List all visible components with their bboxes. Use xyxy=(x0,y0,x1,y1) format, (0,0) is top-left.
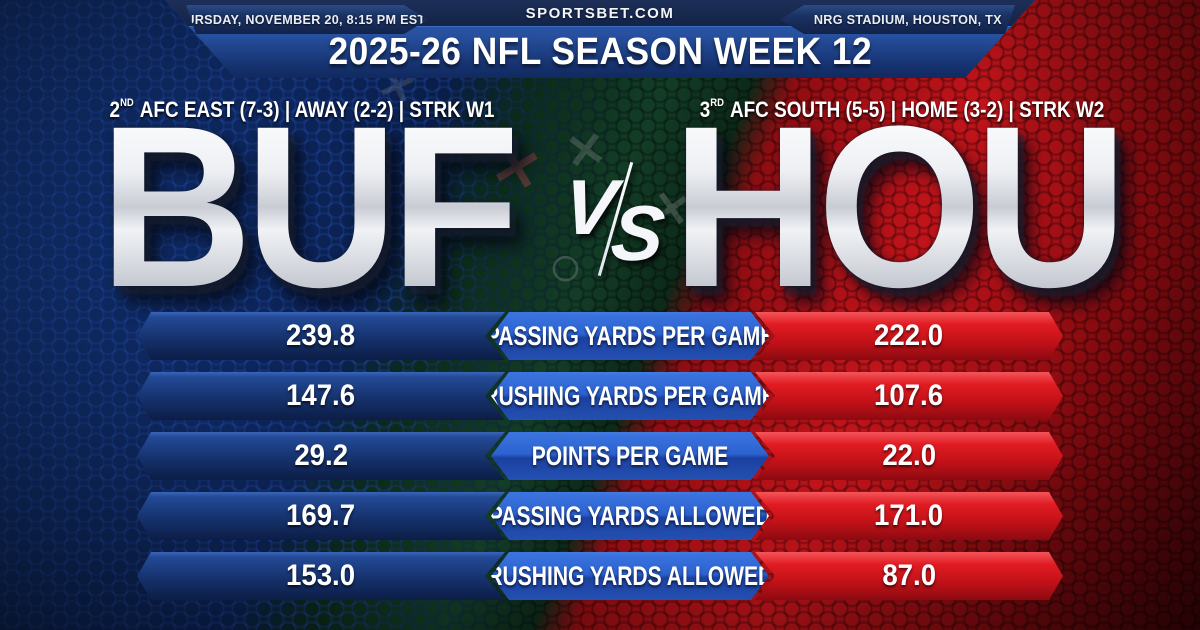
away-rank: 2 xyxy=(109,97,121,122)
home-team-abbr: HOU xyxy=(616,92,1175,322)
vs-letter-s: S xyxy=(607,189,669,277)
away-stat-value: 239.8 xyxy=(137,312,505,360)
stat-row: 29.2 POINTS PER GAME 22.0 xyxy=(137,432,1063,480)
game-venue: NRG STADIUM, HOUSTON, TX xyxy=(813,12,1002,27)
home-rank-suffix: RD xyxy=(710,97,724,109)
stats-table: 239.8 PASSING YARDS PER GAME 222.0 147.6… xyxy=(137,312,1063,612)
away-stat-value: 147.6 xyxy=(137,372,505,420)
title-band: 2025-26 NFL SEASON WEEK 12 xyxy=(165,27,1035,78)
stat-row: 147.6 RUSHING YARDS PER GAME 107.6 xyxy=(137,372,1063,420)
home-stat-value: 87.0 xyxy=(755,552,1063,600)
away-rank-suffix: ND xyxy=(120,97,134,109)
stat-label: PASSING YARDS PER GAME xyxy=(491,312,769,360)
game-datetime: THURSDAY, NOVEMBER 20, 8:15 PM EST xyxy=(168,12,426,27)
stat-row: 153.0 RUSHING YARDS ALLOWED 87.0 xyxy=(137,552,1063,600)
home-team-info: 3RD AFC SOUTH (5-5) | HOME (3-2) | STRK W… xyxy=(687,97,1117,123)
stat-label: RUSHING YARDS PER GAME xyxy=(491,372,769,420)
play-o-icon: ○ xyxy=(548,238,583,296)
home-stat-value: 22.0 xyxy=(755,432,1063,480)
away-stat-value: 29.2 xyxy=(137,432,505,480)
datetime-plate: THURSDAY, NOVEMBER 20, 8:15 PM EST xyxy=(166,5,428,34)
away-stat-value: 169.7 xyxy=(137,492,505,540)
matchup-names: BUF HOU V S xyxy=(24,92,1175,322)
away-team-abbr: BUF xyxy=(24,92,587,322)
venue-plate: NRG STADIUM, HOUSTON, TX xyxy=(780,5,1035,34)
away-details: AFC EAST (7-3) | AWAY (2-2) | STRK W1 xyxy=(139,97,495,122)
stat-label: RUSHING YARDS ALLOWED xyxy=(491,552,769,600)
vs-badge: V S xyxy=(556,161,676,278)
away-team-info: 2ND AFC EAST (7-3) | AWAY (2-2) | STRK W1 xyxy=(87,97,517,123)
stat-label: PASSING YARDS ALLOWED xyxy=(491,492,769,540)
home-details: AFC SOUTH (5-5) | HOME (3-2) | STRK W2 xyxy=(729,97,1105,122)
page-title: 2025-26 NFL SEASON WEEK 12 xyxy=(328,31,872,73)
home-stat-value: 222.0 xyxy=(755,312,1063,360)
stat-row: 239.8 PASSING YARDS PER GAME 222.0 xyxy=(137,312,1063,360)
site-name: SPORTSBET.COM xyxy=(525,4,675,22)
away-stat-value: 153.0 xyxy=(137,552,505,600)
stat-row: 169.7 PASSING YARDS ALLOWED 171.0 xyxy=(137,492,1063,540)
home-rank: 3 xyxy=(699,97,711,122)
home-stat-value: 171.0 xyxy=(755,492,1063,540)
home-stat-value: 107.6 xyxy=(755,372,1063,420)
stat-label: POINTS PER GAME xyxy=(491,432,769,480)
